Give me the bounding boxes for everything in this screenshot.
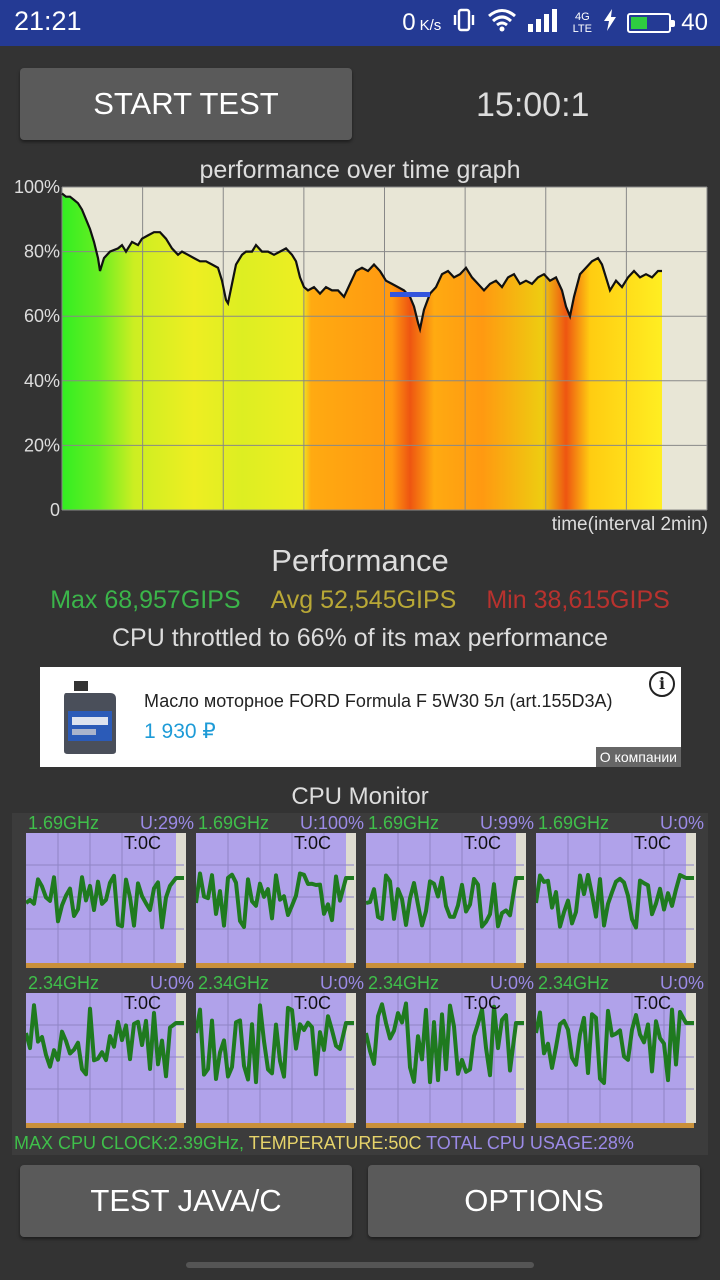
core-usage: U:29% — [139, 813, 194, 833]
y-tick-label: 100% — [14, 180, 60, 197]
core-usage: U:99% — [479, 813, 534, 833]
perf-min: Min 38,615GIPS — [486, 586, 670, 614]
net-speed-unit: K/s — [419, 17, 442, 34]
status-time: 21:21 — [14, 6, 82, 36]
cpu-core-5: 2.34GHz U:0% T:0C — [194, 973, 366, 1128]
y-tick-label: 40% — [24, 371, 60, 391]
performance-graph-svg: 100% 80% 60% 40% 20% 0 — [14, 177, 708, 520]
core-usage: U:0% — [489, 973, 534, 993]
status-bar: 21:21 0 K/s 4G LTE 40 — [0, 0, 720, 46]
oil-canister-icon — [60, 679, 120, 755]
core-frequency: 1.69GHz — [368, 813, 440, 833]
perf-max: Max 68,957GIPS — [50, 586, 241, 614]
cpu-core-6: 2.34GHz U:0% T:0C — [364, 973, 536, 1128]
gesture-nav-bar[interactable] — [186, 1262, 534, 1268]
network-type: 4G LTE — [572, 11, 592, 35]
ad-company-link[interactable]: О компании — [595, 747, 681, 767]
performance-title: Performance — [271, 543, 449, 578]
vibrate-icon — [451, 7, 477, 40]
heat-area — [62, 193, 662, 510]
core-frequency: 1.69GHz — [28, 813, 100, 833]
wifi-icon — [487, 8, 517, 39]
options-button[interactable]: OPTIONS — [368, 1165, 700, 1237]
cpu-core-2: 1.69GHz U:99% T:0C — [364, 813, 536, 968]
core-graph — [26, 833, 186, 968]
core-usage: U:100% — [299, 813, 364, 833]
core-graph — [536, 833, 696, 968]
graph-xlabel: time(interval 2min) — [551, 514, 708, 535]
core-graph — [26, 993, 186, 1128]
core-usage: U:0% — [659, 813, 704, 833]
core-usage: U:0% — [659, 973, 704, 993]
performance-line — [61, 192, 662, 334]
core-usage: U:0% — [149, 973, 194, 993]
battery-icon — [627, 13, 676, 33]
charging-icon — [603, 8, 617, 38]
core-graph — [536, 993, 696, 1128]
battery-level: 40 — [681, 9, 708, 36]
cpu-temperature: TEMPERATURE:50C — [248, 1133, 422, 1153]
total-cpu-usage: TOTAL CPU USAGE:28% — [426, 1133, 634, 1153]
cpu-footer: MAX CPU CLOCK:2.39GHz, TEMPERATURE:50C T… — [14, 1133, 634, 1154]
core-graph — [196, 993, 356, 1128]
core-graph — [196, 833, 356, 968]
graph-marker — [390, 292, 430, 297]
start-test-button[interactable]: START TEST — [20, 68, 352, 140]
signal-icon — [527, 8, 561, 39]
core-frequency: 2.34GHz — [538, 973, 610, 993]
core-frequency: 2.34GHz — [28, 973, 100, 993]
ad-text[interactable]: Масло моторное FORD Formula F 5W30 5л (a… — [144, 691, 613, 711]
performance-graph: 100% 80% 60% 40% 20% 0 — [0, 177, 720, 540]
core-temperature: T:0C — [634, 833, 672, 853]
core-frequency: 1.69GHz — [198, 813, 270, 833]
core-temperature: T:0C — [464, 833, 502, 853]
core-temperature: T:0C — [464, 993, 502, 1013]
core-frequency: 2.34GHz — [198, 973, 270, 993]
core-temperature: T:0C — [634, 993, 672, 1013]
core-usage: U:0% — [319, 973, 364, 993]
core-temperature: T:0C — [124, 993, 162, 1013]
test-timer: 15:00:1 — [476, 86, 590, 124]
core-temperature: T:0C — [294, 833, 332, 853]
core-graph — [366, 833, 526, 968]
performance-stats: Max 68,957GIPS Avg 52,545GIPS Min 38,615… — [0, 586, 720, 615]
core-temperature: T:0C — [294, 993, 332, 1013]
core-frequency: 1.69GHz — [538, 813, 610, 833]
y-tick-label: 0 — [50, 500, 60, 520]
cpu-monitor: 1.69GHz U:29% T:0C 1.69GHz U:100% T:0C 1.69GHz… — [12, 813, 708, 1155]
cpu-core-4: 2.34GHz U:0% T:0C — [24, 973, 196, 1128]
core-graph — [366, 993, 526, 1128]
net-speed: 0 K/s — [402, 9, 441, 37]
cpu-core-3: 1.69GHz U:0% T:0C — [534, 813, 706, 968]
core-frequency: 2.34GHz — [368, 973, 440, 993]
y-tick-label: 80% — [24, 242, 60, 262]
y-tick-label: 20% — [24, 435, 60, 455]
perf-avg: Avg 52,545GIPS — [270, 586, 457, 614]
max-cpu-clock: MAX CPU CLOCK:2.39GHz, — [14, 1133, 245, 1153]
throttle-text: CPU throttled to 66% of its max performa… — [111, 624, 609, 652]
status-icons: 0 K/s 4G LTE 40 — [402, 6, 708, 40]
ad-price: 1 930 ₽ — [144, 720, 216, 743]
ad-banner[interactable]: Масло моторное FORD Formula F 5W30 5л (a… — [40, 667, 681, 767]
test-java-c-button[interactable]: TEST JAVA/C — [20, 1165, 352, 1237]
core-temperature: T:0C — [124, 833, 162, 853]
graph-title: performance over time graph — [199, 156, 521, 184]
y-tick-label: 60% — [24, 306, 60, 326]
cpu-core-0: 1.69GHz U:29% T:0C — [24, 813, 196, 968]
cpu-core-1: 1.69GHz U:100% T:0C — [194, 813, 366, 968]
cpu-monitor-title: CPU Monitor — [291, 783, 429, 810]
net-speed-value: 0 — [402, 9, 416, 36]
cpu-core-7: 2.34GHz U:0% T:0C — [534, 973, 706, 1128]
info-icon[interactable]: i — [649, 671, 675, 697]
